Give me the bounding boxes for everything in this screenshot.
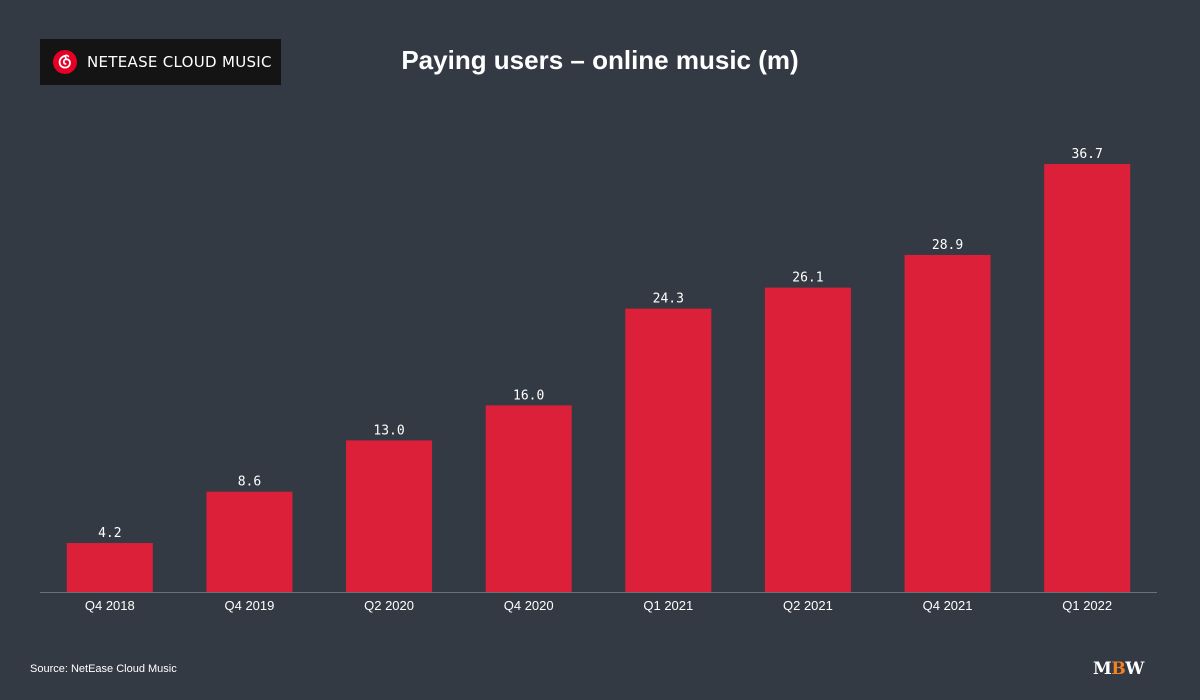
publisher-logo-w: W: [1125, 659, 1144, 679]
x-tick-label: Q1 2022: [1062, 598, 1112, 613]
bar: [206, 491, 293, 592]
bar: [485, 405, 572, 592]
publisher-logo-b: B: [1111, 659, 1126, 679]
data-label: 4.2: [98, 526, 121, 541]
x-tick-label: Q4 2018: [85, 598, 135, 613]
x-tick-label: Q2 2021: [783, 598, 833, 613]
data-label: 16.0: [513, 388, 544, 403]
x-tick-label: Q1 2021: [643, 598, 693, 613]
publisher-logo-m: M: [1093, 659, 1112, 679]
data-label: 26.1: [792, 271, 823, 286]
data-label: 13.0: [373, 423, 404, 438]
netease-cloud-music-logo-icon: [53, 50, 77, 74]
chart-title: Paying users – online music (m): [401, 45, 799, 75]
data-label: 24.3: [653, 292, 684, 307]
x-tick-label: Q4 2020: [504, 598, 554, 613]
source-note: Source: NetEase Cloud Music: [30, 663, 177, 675]
bar: [764, 287, 851, 592]
x-tick-label: Q4 2019: [225, 598, 275, 613]
bar: [1044, 164, 1131, 592]
brand-name: NETEASE CLOUD MUSIC: [87, 53, 272, 71]
x-tick-label: Q2 2020: [364, 598, 414, 613]
x-tick-label: Q4 2021: [923, 598, 973, 613]
bar: [66, 543, 153, 592]
bar: [904, 254, 991, 592]
data-label: 28.9: [932, 238, 963, 253]
data-label: 8.6: [238, 475, 261, 490]
publisher-logo: MBW: [1093, 658, 1144, 680]
bar: [625, 308, 712, 592]
data-label: 36.7: [1072, 147, 1103, 162]
bar: [346, 440, 433, 592]
brand-badge: NETEASE CLOUD MUSIC: [40, 39, 281, 85]
